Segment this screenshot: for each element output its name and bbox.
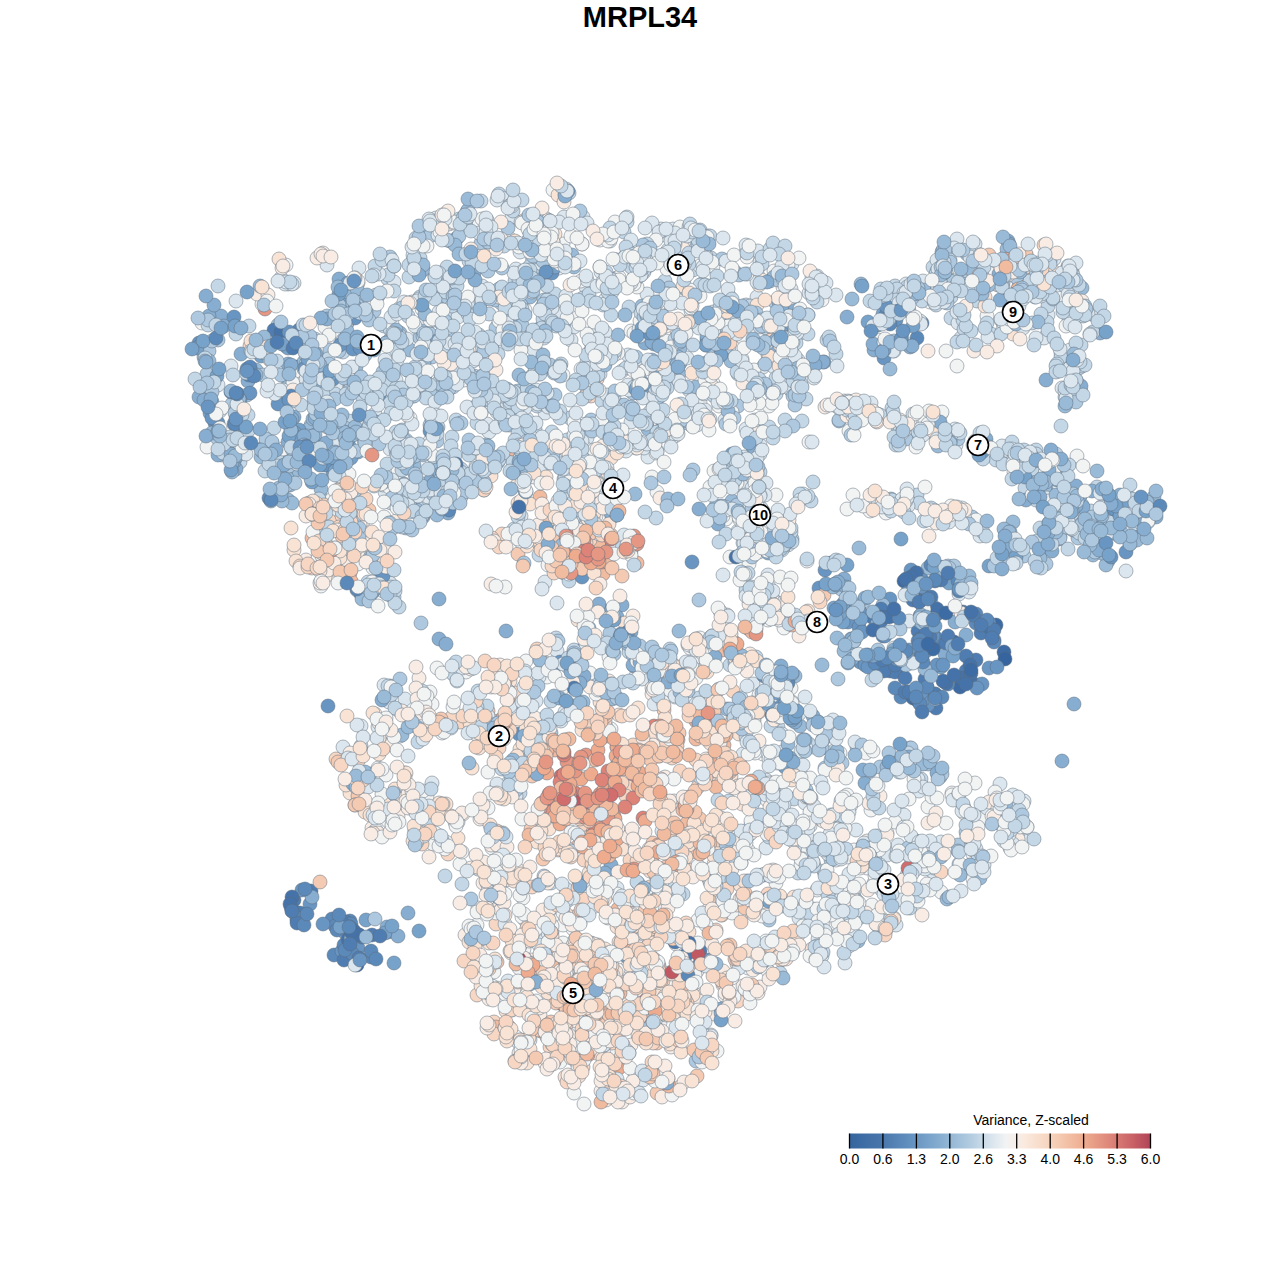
svg-text:0.0: 0.0 xyxy=(840,1151,860,1167)
svg-text:Variance, Z-scaled: Variance, Z-scaled xyxy=(973,1112,1089,1128)
svg-text:7: 7 xyxy=(974,437,982,453)
svg-text:2.0: 2.0 xyxy=(940,1151,960,1167)
svg-text:4.0: 4.0 xyxy=(1040,1151,1060,1167)
svg-text:10: 10 xyxy=(752,507,768,523)
svg-text:6: 6 xyxy=(674,257,682,273)
svg-text:2.6: 2.6 xyxy=(974,1151,994,1167)
svg-text:5.3: 5.3 xyxy=(1107,1151,1127,1167)
svg-text:MRPL34: MRPL34 xyxy=(583,1,697,33)
svg-text:3: 3 xyxy=(884,876,892,892)
svg-text:0.6: 0.6 xyxy=(873,1151,893,1167)
svg-text:3.3: 3.3 xyxy=(1007,1151,1027,1167)
svg-text:8: 8 xyxy=(813,614,821,630)
svg-text:6.0: 6.0 xyxy=(1141,1151,1161,1167)
svg-text:1: 1 xyxy=(367,337,375,353)
svg-text:1.3: 1.3 xyxy=(907,1151,927,1167)
svg-text:4.6: 4.6 xyxy=(1074,1151,1094,1167)
svg-text:2: 2 xyxy=(495,728,503,744)
svg-text:9: 9 xyxy=(1009,304,1017,320)
svg-text:5: 5 xyxy=(569,985,577,1001)
svg-text:4: 4 xyxy=(609,480,617,496)
